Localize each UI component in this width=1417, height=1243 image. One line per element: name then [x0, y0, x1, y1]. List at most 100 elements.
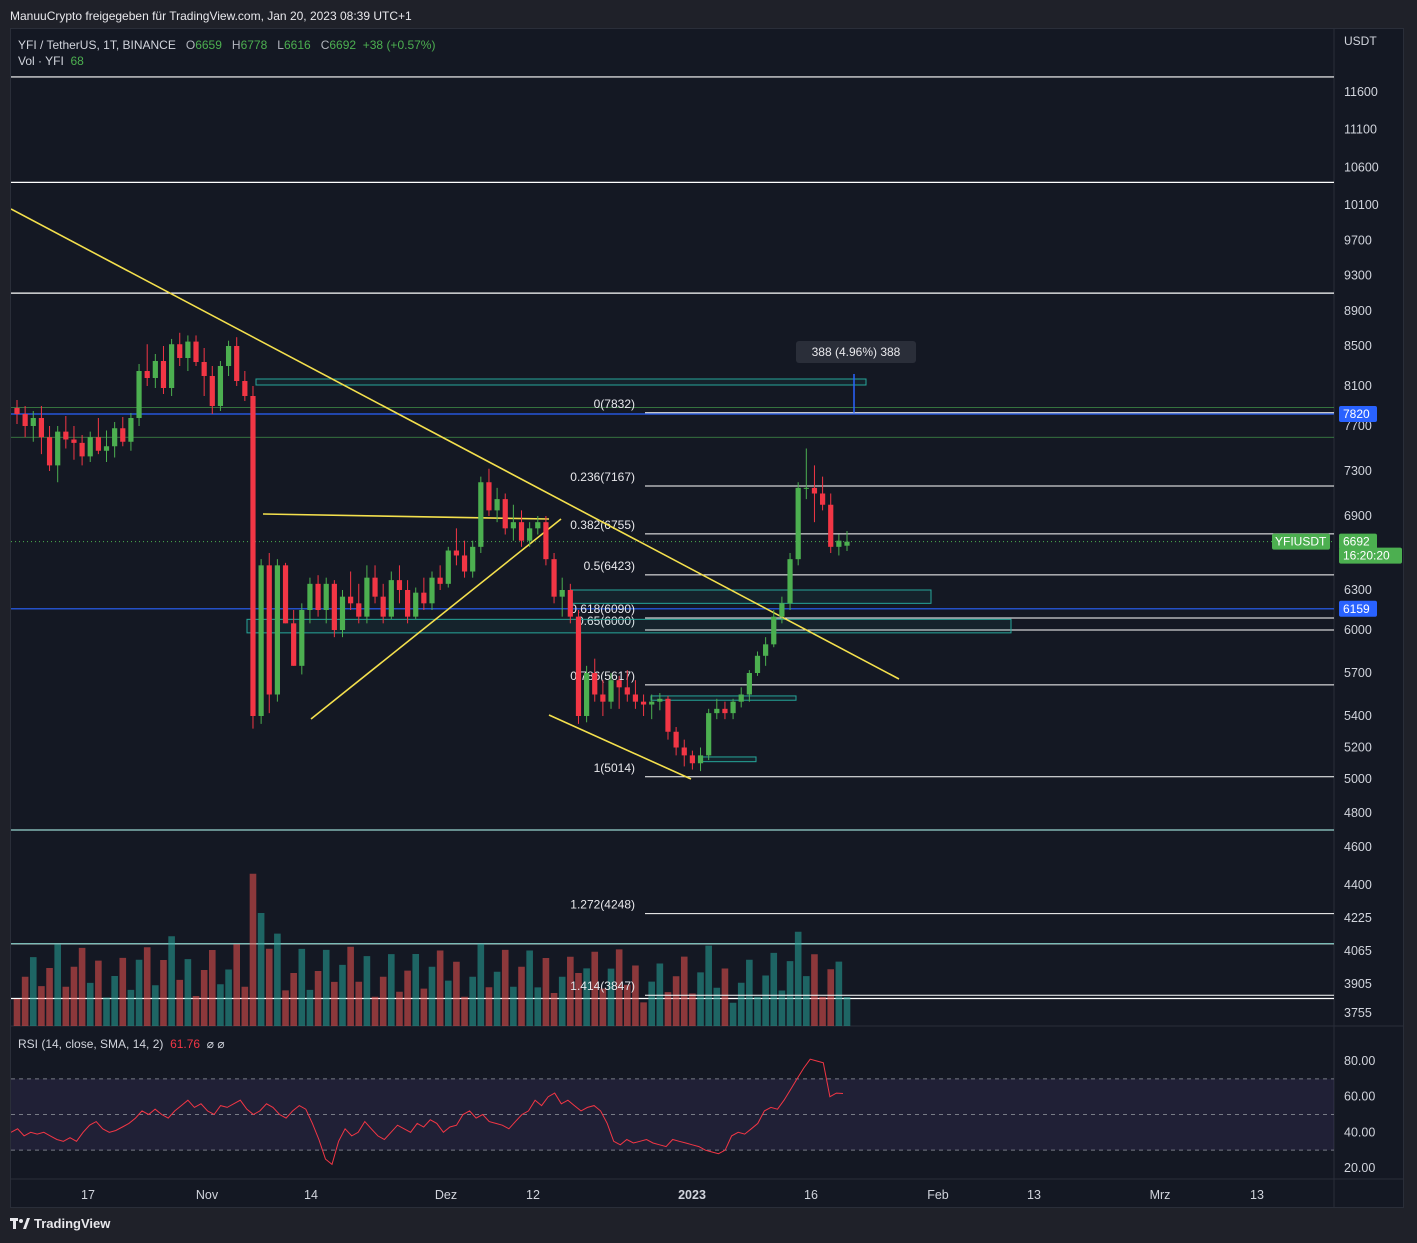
- volume-bar: [762, 975, 769, 1026]
- volume-bar: [583, 968, 590, 1026]
- volume-bar: [697, 972, 704, 1026]
- volume-bar: [322, 949, 330, 1026]
- legend-main: YFI / TetherUS, 1T, BINANCE O6659 H6778 …: [18, 38, 435, 52]
- candle-body: [502, 499, 508, 529]
- volume-bar: [143, 947, 151, 1026]
- chart-canvas[interactable]: 0(7832) 0.236(7167) 0.382(6755) 0.5(6423) 0.…: [11, 29, 1404, 1208]
- candle-body: [730, 701, 736, 714]
- time-axis-tick: Mrz: [1150, 1188, 1171, 1202]
- candle-body: [217, 366, 224, 406]
- volume-bar: [729, 1002, 737, 1026]
- candle-body: [828, 504, 834, 547]
- tradingview-footer[interactable]: TradingView: [10, 1216, 110, 1231]
- candle-body: [673, 731, 679, 748]
- chart-frame[interactable]: 0(7832) 0.236(7167) 0.382(6755) 0.5(6423) 0.…: [10, 28, 1404, 1208]
- volume-bar: [640, 1002, 647, 1026]
- candle-body: [584, 673, 590, 716]
- price-axis-tick: 4400: [1344, 878, 1372, 892]
- volume-bar: [298, 948, 306, 1026]
- price-axis-tick: 10100: [1344, 198, 1379, 212]
- candle-body: [551, 559, 557, 597]
- legend-volume[interactable]: Vol · YFI 68: [18, 54, 84, 68]
- price-axis-tick: 8500: [1344, 339, 1372, 353]
- share-caption: ManuuCrypto freigegeben für TradingView.…: [10, 9, 412, 23]
- candle-body: [185, 341, 191, 358]
- volume-bar: [38, 986, 45, 1026]
- legend-volume-label: Vol · YFI: [18, 54, 64, 68]
- candle-body: [396, 580, 403, 590]
- candle-body: [291, 623, 297, 666]
- legend-rsi[interactable]: RSI (14, close, SMA, 14, 2) 61.76 ⌀ ⌀: [18, 1037, 225, 1051]
- candle-body: [575, 616, 582, 716]
- fib-level-label: 1.414(3847): [570, 979, 635, 993]
- candle-body: [315, 583, 321, 610]
- candle-body: [738, 694, 744, 702]
- time-axis-tick: 17: [81, 1188, 95, 1202]
- fib-level-label: 0.65(6000): [577, 614, 635, 628]
- volume-bar: [518, 966, 525, 1026]
- volume-bar: [78, 947, 86, 1026]
- candle-body: [510, 522, 516, 529]
- price-tag: [1339, 600, 1377, 617]
- volume-bar: [827, 969, 835, 1026]
- volume-bar: [404, 970, 411, 1026]
- candle-body: [461, 555, 468, 572]
- volume-bar: [363, 956, 371, 1026]
- time-axis-tick: Nov: [196, 1188, 219, 1202]
- volume-bar: [607, 968, 615, 1026]
- candle-body: [836, 540, 842, 547]
- price-tag-text: 6692: [1343, 535, 1370, 549]
- price-axis-tick: 11100: [1344, 123, 1377, 137]
- candle-body: [193, 341, 199, 362]
- time-axis-tick: 2023: [678, 1188, 706, 1202]
- candle-body: [844, 541, 850, 546]
- measure-tooltip: [796, 341, 916, 363]
- volume-bar: [550, 993, 558, 1026]
- volume-bar: [184, 959, 192, 1026]
- candle-body: [177, 344, 183, 358]
- candle-body: [299, 610, 305, 666]
- volume-bar: [623, 984, 631, 1026]
- volume-bar: [274, 933, 281, 1026]
- volume-bar: [705, 945, 712, 1026]
- price-axis-tick: 10600: [1344, 160, 1379, 174]
- time-axis-tick: 16: [804, 1188, 818, 1202]
- volume-bar: [444, 980, 452, 1026]
- candle-body: [706, 713, 712, 756]
- candle-body: [527, 528, 533, 541]
- price-tag: [1339, 533, 1377, 550]
- volume-bar: [314, 971, 322, 1026]
- legend-close-label: C: [320, 38, 330, 52]
- volume-bar: [428, 966, 436, 1026]
- volume-bar: [86, 982, 94, 1026]
- candle-body: [535, 522, 541, 529]
- candle-body: [112, 428, 118, 447]
- rsi-axis-tick: 40.00: [1344, 1125, 1375, 1139]
- volume-bar: [599, 988, 607, 1026]
- volume-bar: [412, 954, 420, 1026]
- volume-bar: [103, 997, 110, 1026]
- price-axis-tick: 5200: [1344, 741, 1372, 755]
- volume-bar: [176, 979, 184, 1026]
- candle-body: [79, 442, 85, 457]
- volume-bar: [95, 960, 102, 1026]
- time-axis-tick: 13: [1027, 1188, 1041, 1202]
- volume-bar: [355, 981, 363, 1026]
- volume-bar: [680, 956, 688, 1026]
- volume-bar: [648, 981, 656, 1026]
- legend-symbol[interactable]: YFI / TetherUS, 1T, BINANCE: [18, 38, 176, 52]
- volume-bar: [664, 992, 672, 1026]
- volume-bar: [721, 968, 729, 1026]
- price-axis-tick: 3905: [1344, 977, 1372, 991]
- price-axis-tick: 8900: [1344, 304, 1372, 318]
- volume-bar: [347, 946, 354, 1026]
- volume-bar: [379, 976, 387, 1026]
- candle-body: [258, 565, 264, 716]
- legend-volume-value: 68: [70, 54, 84, 68]
- candles: [14, 332, 850, 772]
- volume-bar: [835, 961, 843, 1026]
- supply-demand-zone: [255, 378, 867, 386]
- volume-bar: [713, 987, 721, 1026]
- volume-bar: [811, 954, 818, 1026]
- price-axis-tick: 5700: [1344, 666, 1372, 680]
